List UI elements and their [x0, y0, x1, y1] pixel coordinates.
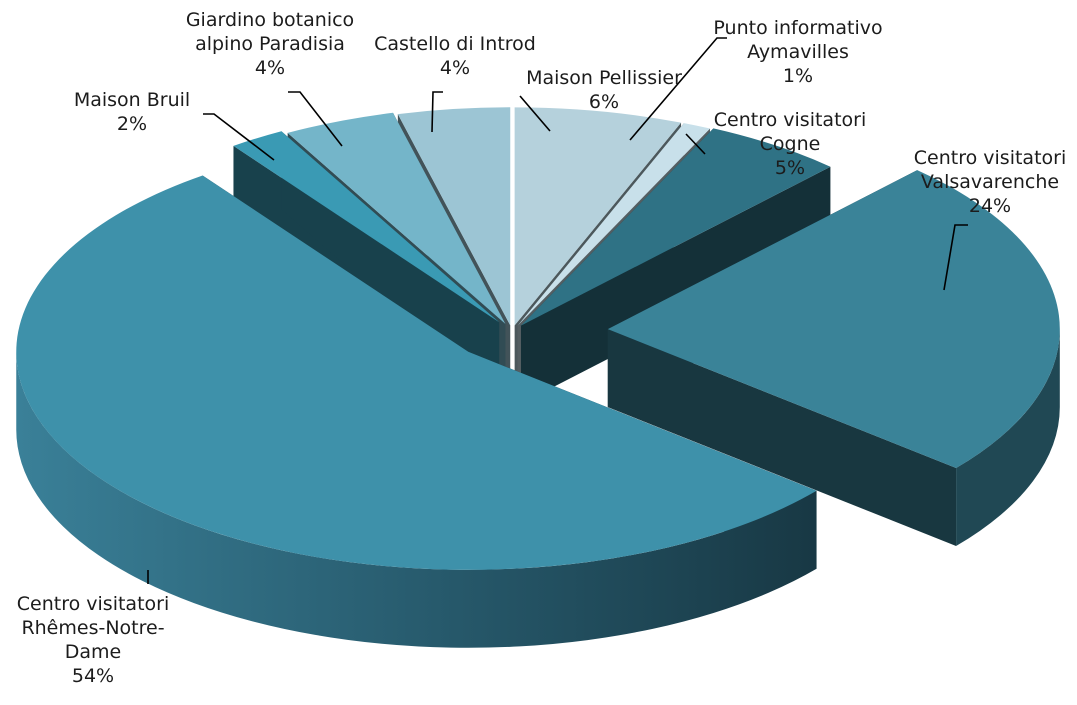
leader-line	[943, 224, 968, 291]
slice-top	[16, 175, 817, 570]
leader-line	[431, 91, 443, 133]
slice-radial-face	[607, 329, 957, 547]
slice-label-line: 24%	[969, 195, 1011, 217]
slice-radial-face	[520, 166, 831, 404]
slice-label-line: Valsavarenche	[921, 171, 1059, 193]
slice-label-line: Rhêmes-Notre-	[21, 617, 164, 639]
slice-label-line: Dame	[65, 641, 121, 663]
slice-top	[287, 112, 506, 324]
slice-label: Centro visitatori Valsavarenche 24%	[914, 147, 1066, 217]
slice-label: Maison Bruil 2%	[74, 89, 190, 135]
slice-label-line: Castello di Introd	[374, 33, 536, 55]
slice-label-line: Cogne	[760, 133, 821, 155]
slice-label-line: 4%	[255, 57, 285, 79]
slice-label-line: 2%	[117, 113, 147, 135]
slice-rim	[16, 351, 817, 648]
slice-label-line: 4%	[440, 57, 470, 79]
slice-labels: Maison Pellissier 6% Punto informativo Ayma…	[17, 9, 1066, 687]
slice-top	[233, 131, 500, 323]
slice-label: Centro visitatori Rhêmes-Notre-Dame 54%	[17, 593, 169, 687]
slice-top	[397, 107, 511, 326]
slice-label-line: Giardino botanico	[186, 9, 354, 31]
slice-label-line: Aymavilles	[747, 41, 849, 63]
slice-label-line: Centro visitatori	[17, 593, 169, 615]
slice-label: Punto informativo Aymavilles 1%	[713, 17, 882, 87]
pie-slice	[16, 175, 817, 648]
slice-label-line: Maison Pellissier	[526, 67, 682, 89]
slice-label-line: Centro visitatori	[714, 109, 866, 131]
slice-label-line: Centro visitatori	[914, 147, 1066, 169]
leader-line	[519, 95, 551, 132]
slice-label-line: Punto informativo	[713, 17, 882, 39]
slice-label-line: 1%	[783, 65, 813, 87]
leader-line	[288, 91, 343, 147]
slice-label-line: 5%	[775, 157, 805, 179]
slice-label: Maison Pellissier 6%	[526, 67, 682, 113]
pie-slice	[607, 170, 1060, 547]
slice-label: Castello di Introd 4%	[374, 33, 536, 79]
label-leader-lines	[147, 37, 968, 584]
leader-line	[685, 133, 706, 155]
slice-label-line: 6%	[589, 91, 619, 113]
slice-label: Centro visitatori Cogne 5%	[714, 109, 866, 179]
slice-top	[607, 170, 1060, 469]
slice-top	[520, 128, 831, 326]
slice-label-line: alpino Paradisia	[195, 33, 345, 55]
slice-rim	[956, 329, 1060, 547]
slice-top	[514, 107, 682, 326]
pie-slices	[16, 107, 1060, 648]
slice-label: Giardino botanico alpino Paradisia 4%	[186, 9, 354, 79]
leader-line	[629, 37, 727, 141]
slice-top	[517, 123, 711, 326]
slice-label-line: 54%	[72, 665, 114, 687]
pie-slice	[520, 128, 831, 404]
slice-label-line: Maison Bruil	[74, 89, 190, 111]
leader-line	[203, 113, 275, 161]
